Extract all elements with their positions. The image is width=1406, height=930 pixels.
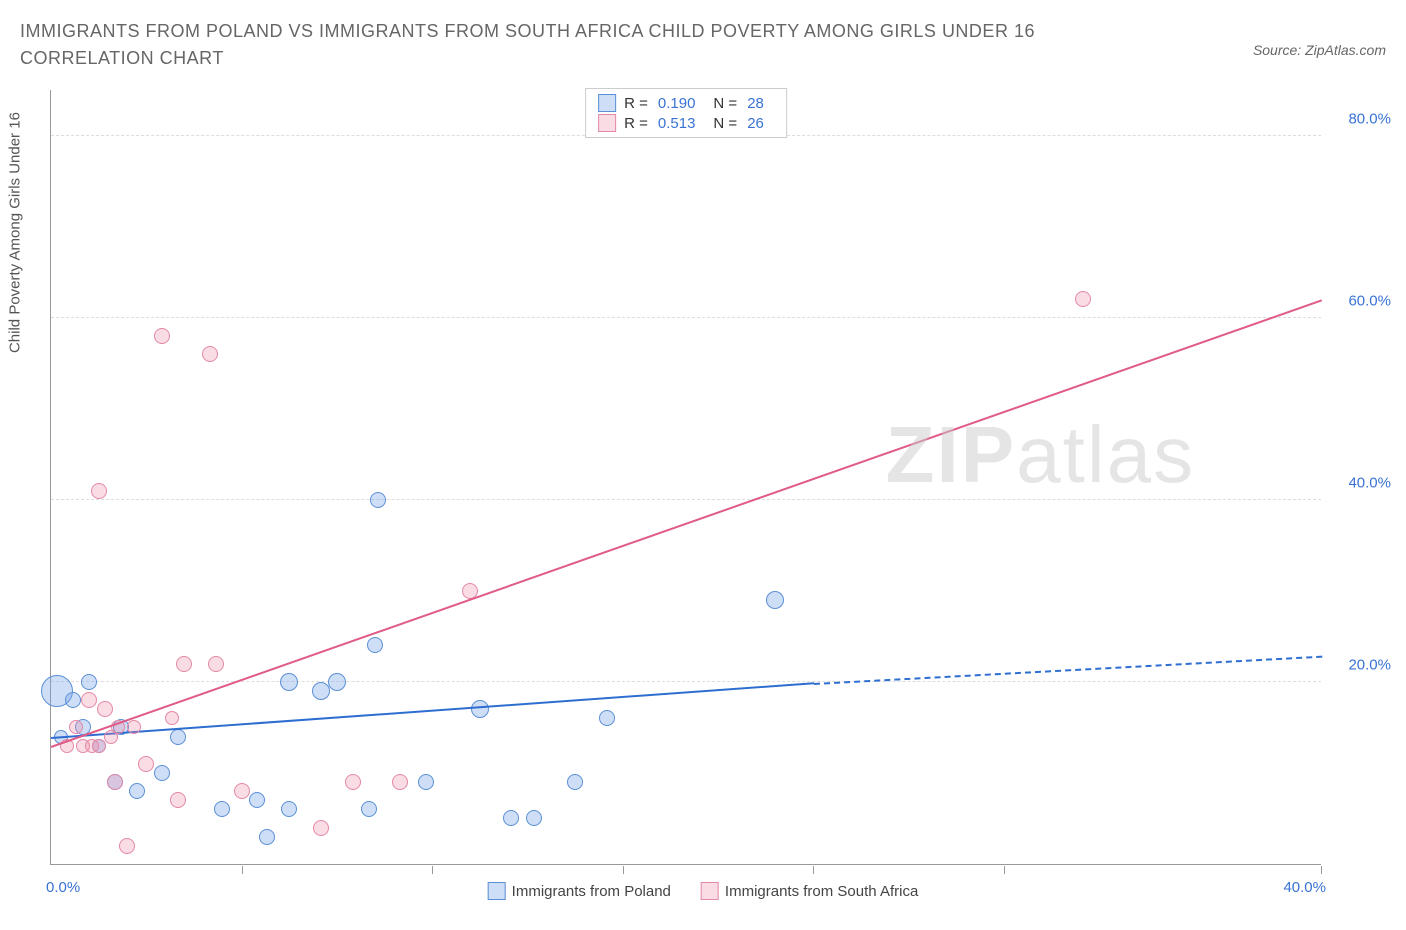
- scatter-point: [92, 739, 106, 753]
- scatter-point: [214, 801, 230, 817]
- scatter-point: [367, 637, 383, 653]
- source-label: Source: ZipAtlas.com: [1253, 18, 1386, 58]
- legend-r-label: R =: [624, 115, 648, 132]
- scatter-point: [154, 328, 170, 344]
- trend-line: [51, 683, 814, 740]
- legend-swatch: [598, 114, 616, 132]
- scatter-point: [280, 673, 298, 691]
- scatter-point: [418, 774, 434, 790]
- scatter-point: [65, 692, 81, 708]
- scatter-point: [119, 838, 135, 854]
- scatter-point: [361, 801, 377, 817]
- scatter-point: [1075, 291, 1091, 307]
- x-tick: [813, 866, 814, 874]
- scatter-point: [599, 710, 615, 726]
- legend-item: Immigrants from South Africa: [701, 882, 918, 900]
- legend-stats: R = 0.190 N = 28 R = 0.513 N = 26: [585, 88, 787, 138]
- scatter-point: [138, 756, 154, 772]
- legend-n-label: N =: [713, 115, 737, 132]
- scatter-point: [471, 700, 489, 718]
- legend-swatch: [598, 94, 616, 112]
- scatter-point: [526, 810, 542, 826]
- y-axis-label: Child Poverty Among Girls Under 16: [7, 112, 24, 353]
- x-tick: [623, 866, 624, 874]
- legend-label: Immigrants from South Africa: [725, 883, 918, 900]
- scatter-point: [176, 656, 192, 672]
- scatter-point: [312, 682, 330, 700]
- scatter-point: [392, 774, 408, 790]
- scatter-point: [208, 656, 224, 672]
- legend-row: R = 0.190 N = 28: [598, 93, 774, 113]
- scatter-point: [69, 720, 83, 734]
- scatter-point: [81, 692, 97, 708]
- scatter-point: [202, 346, 218, 362]
- scatter-point: [91, 483, 107, 499]
- y-tick-label: 40.0%: [1348, 474, 1391, 491]
- scatter-point: [127, 720, 141, 734]
- scatter-point: [345, 774, 361, 790]
- scatter-point: [81, 674, 97, 690]
- x-tick-label: 40.0%: [1283, 879, 1326, 896]
- chart-title: IMMIGRANTS FROM POLAND VS IMMIGRANTS FRO…: [20, 18, 1120, 72]
- scatter-point: [503, 810, 519, 826]
- scatter-point: [259, 829, 275, 845]
- scatter-point: [170, 729, 186, 745]
- gridline: [51, 499, 1321, 500]
- legend-n-value: 26: [747, 115, 764, 132]
- scatter-point: [170, 792, 186, 808]
- legend-row: R = 0.513 N = 26: [598, 113, 774, 133]
- x-tick: [242, 866, 243, 874]
- chart-plot-area: 20.0%40.0%60.0%80.0%0.0%40.0%R = 0.190N …: [50, 90, 1321, 865]
- scatter-point: [234, 783, 250, 799]
- legend-label: Immigrants from Poland: [512, 883, 671, 900]
- scatter-point: [165, 711, 179, 725]
- scatter-point: [370, 492, 386, 508]
- y-tick-label: 20.0%: [1348, 656, 1391, 673]
- legend-item: Immigrants from Poland: [488, 882, 671, 900]
- scatter-point: [328, 673, 346, 691]
- y-tick-label: 80.0%: [1348, 110, 1391, 127]
- x-tick: [1321, 866, 1322, 874]
- legend-r-value: 0.190: [658, 95, 696, 112]
- gridline: [51, 317, 1321, 318]
- legend-swatch: [701, 882, 719, 900]
- legend-bottom: Immigrants from Poland Immigrants from So…: [488, 882, 919, 900]
- legend-r-value: 0.513: [658, 115, 696, 132]
- scatter-point: [313, 820, 329, 836]
- scatter-point: [129, 783, 145, 799]
- x-tick-label: 0.0%: [46, 879, 80, 896]
- legend-n-label: N =: [713, 95, 737, 112]
- scatter-point: [567, 774, 583, 790]
- legend-swatch: [488, 882, 506, 900]
- scatter-point: [766, 591, 784, 609]
- scatter-point: [281, 801, 297, 817]
- x-tick: [1004, 866, 1005, 874]
- y-tick-label: 60.0%: [1348, 292, 1391, 309]
- scatter-point: [107, 774, 123, 790]
- scatter-point: [97, 701, 113, 717]
- legend-r-label: R =: [624, 95, 648, 112]
- scatter-point: [154, 765, 170, 781]
- x-tick: [432, 866, 433, 874]
- scatter-point: [249, 792, 265, 808]
- legend-n-value: 28: [747, 95, 764, 112]
